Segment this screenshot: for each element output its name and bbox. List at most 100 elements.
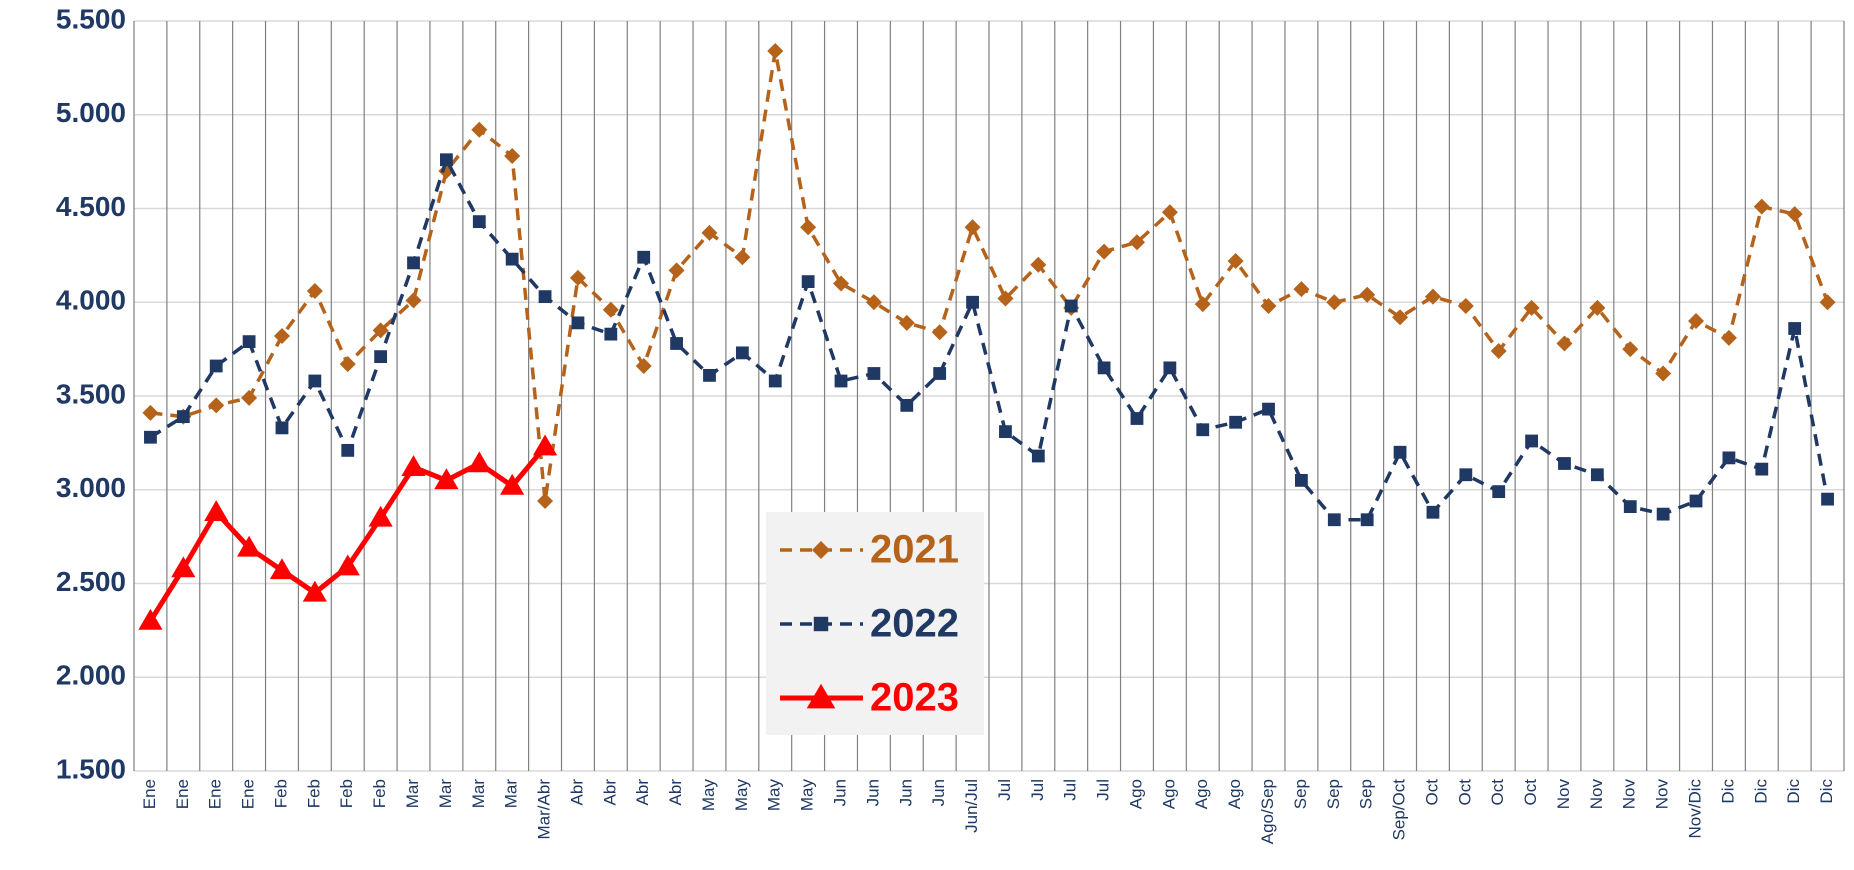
- point-marker: [701, 224, 718, 241]
- series-line: [148, 445, 547, 623]
- point-marker: [1589, 299, 1606, 316]
- point-marker: [472, 215, 486, 229]
- point-marker: [735, 346, 749, 360]
- point-marker: [1821, 492, 1834, 506]
- point-marker: [1295, 473, 1308, 487]
- point-marker: [1753, 198, 1770, 215]
- x-tick-label: Ago: [1225, 779, 1244, 809]
- point-marker: [1720, 329, 1737, 346]
- x-tick-label: Sep: [1357, 779, 1376, 809]
- y-tick-label: 2.500: [56, 566, 126, 597]
- x-tick-label: Oct: [1455, 779, 1474, 806]
- point-marker: [1194, 296, 1211, 313]
- point-marker: [144, 430, 157, 444]
- x-tick-label: Abr: [666, 779, 685, 806]
- x-tick-label: Jun: [929, 779, 948, 806]
- x-tick-label: Jun: [896, 779, 915, 806]
- y-tick-label: 4.500: [56, 191, 126, 222]
- point-marker: [1359, 286, 1376, 303]
- x-tick-label: Abr: [600, 779, 619, 806]
- point-marker: [368, 505, 393, 527]
- point-marker: [471, 121, 488, 138]
- point-marker: [1755, 462, 1769, 476]
- point-marker: [1656, 507, 1670, 521]
- point-marker: [801, 275, 815, 289]
- point-marker: [142, 404, 159, 421]
- point-marker: [440, 153, 453, 167]
- point-marker: [138, 608, 163, 630]
- point-marker: [434, 468, 459, 490]
- y-tick-label: 5.500: [56, 3, 126, 34]
- point-marker: [734, 249, 751, 266]
- point-marker: [1128, 234, 1145, 251]
- x-tick-label: Jun/Jul: [962, 779, 981, 833]
- y-tick-label: 2.000: [56, 660, 126, 691]
- x-tick-label: Ene: [239, 779, 258, 809]
- x-tick-label: Abr: [567, 779, 586, 806]
- x-tick-label: Ene: [173, 779, 192, 809]
- point-marker: [339, 356, 356, 373]
- point-marker: [703, 368, 716, 382]
- point-marker: [1064, 299, 1078, 313]
- point-marker: [372, 322, 389, 339]
- point-marker: [176, 410, 190, 424]
- x-tick-label: Ene: [140, 779, 159, 809]
- x-tick-label: Nov/Dic: [1686, 779, 1705, 839]
- point-marker: [1556, 335, 1573, 352]
- point-marker: [768, 374, 782, 388]
- point-marker: [1722, 451, 1736, 465]
- legend-label: 2022: [870, 602, 959, 646]
- point-marker: [813, 616, 829, 632]
- x-tick-label: May: [798, 779, 817, 812]
- point-marker: [602, 301, 619, 318]
- point-marker: [571, 316, 585, 330]
- point-marker: [1262, 402, 1275, 416]
- point-marker: [241, 389, 258, 406]
- point-marker: [335, 554, 360, 576]
- point-marker: [1819, 294, 1836, 311]
- point-marker: [1426, 505, 1440, 519]
- point-marker: [1558, 457, 1571, 470]
- x-tick-label: Feb: [271, 779, 290, 808]
- x-tick-label: Ago/Sep: [1258, 779, 1277, 844]
- point-marker: [1492, 485, 1506, 499]
- x-tick-label: Jul: [1094, 779, 1113, 801]
- legend-label: 2023: [870, 676, 959, 720]
- point-marker: [407, 256, 420, 270]
- point-marker: [1097, 361, 1111, 375]
- point-marker: [306, 283, 323, 299]
- point-marker: [964, 219, 981, 236]
- x-tick-label: Dic: [1718, 779, 1737, 804]
- point-marker: [1457, 298, 1474, 314]
- point-marker: [668, 262, 685, 279]
- point-marker: [1260, 298, 1277, 314]
- point-marker: [898, 314, 915, 331]
- point-marker: [1096, 243, 1113, 260]
- point-marker: [1030, 256, 1047, 273]
- point-marker: [1590, 468, 1604, 482]
- x-tick-label: Nov: [1587, 779, 1606, 810]
- point-marker: [1227, 253, 1244, 269]
- x-tick-label: Feb: [370, 779, 389, 808]
- point-marker: [1459, 468, 1473, 482]
- x-tick-label: Jun: [831, 779, 850, 806]
- point-marker: [1622, 341, 1639, 358]
- legend-label: 2021: [870, 528, 959, 572]
- point-marker: [1360, 513, 1374, 527]
- x-tick-label: Mar/Abr: [535, 779, 554, 840]
- point-marker: [1326, 294, 1343, 311]
- point-marker: [171, 556, 196, 578]
- x-tick-label: Ago: [1126, 779, 1145, 809]
- point-marker: [1424, 288, 1441, 305]
- y-tick-label: 3.000: [56, 472, 126, 503]
- x-tick-label: Mar: [502, 779, 521, 809]
- y-tick-label: 4.000: [56, 285, 126, 316]
- point-marker: [1490, 343, 1507, 359]
- series-line: [150, 49, 1830, 503]
- point-marker: [302, 580, 327, 602]
- point-marker: [1229, 415, 1243, 429]
- x-tick-label: Dic: [1817, 779, 1836, 804]
- point-marker: [269, 558, 295, 580]
- x-tick-label: Sep: [1291, 779, 1310, 809]
